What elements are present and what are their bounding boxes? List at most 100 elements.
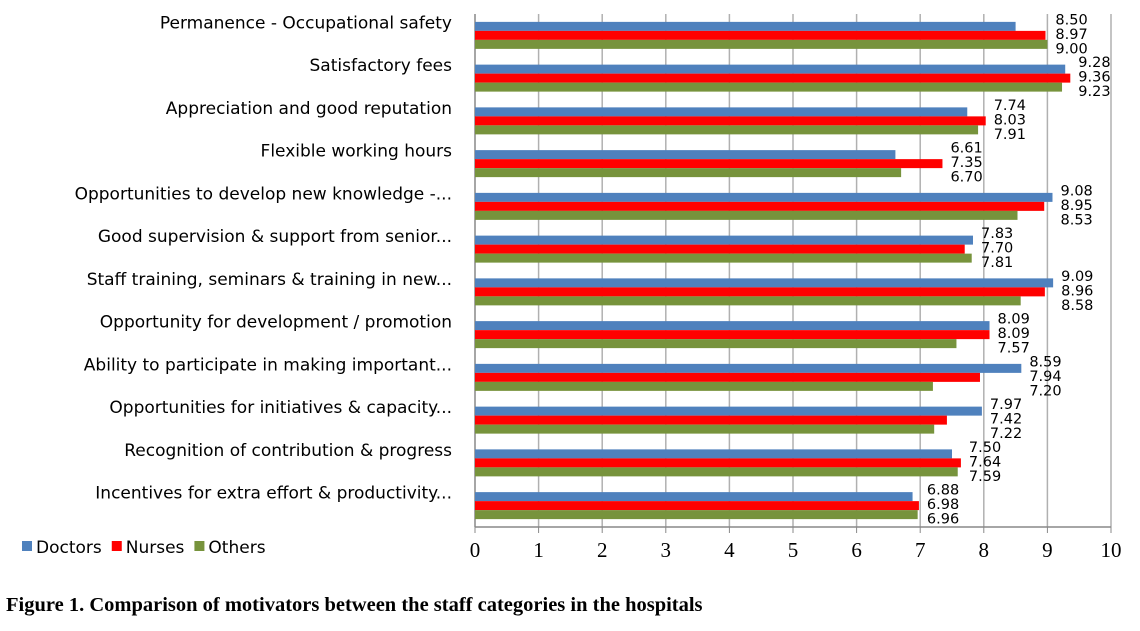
legend-label-others: Others (208, 538, 265, 558)
x-tick-label: 9 (1042, 538, 1053, 562)
category-label: Staff training, seminars & training in n… (87, 270, 452, 290)
bar-nurses (475, 159, 943, 169)
bar-others (475, 82, 1063, 92)
data-label-nurses: 8.03 (994, 112, 1026, 128)
data-label-doctors: 7.50 (969, 440, 1001, 456)
bar-nurses (475, 415, 947, 425)
category-label: Opportunities to develop new knowledge -… (75, 184, 452, 204)
bar-chart: 0 1 2 3 4 5 6 7 8 9 10 Permanence - Occupational sa… (22, 12, 1122, 562)
category-label: Good supervision & support from senior..… (98, 227, 452, 247)
legend-swatch-others (194, 541, 205, 551)
bar-nurses (475, 372, 980, 382)
data-label-nurses: 8.96 (1061, 283, 1093, 299)
data-label-others: 9.23 (1078, 84, 1110, 100)
bar-doctors (475, 21, 1016, 31)
bar-doctors (475, 107, 968, 117)
legend-label-doctors: Doctors (36, 538, 102, 558)
bar-doctors (475, 406, 982, 416)
bar-doctors (475, 278, 1054, 288)
bar-nurses (475, 244, 965, 254)
data-label-others: 7.81 (981, 255, 1013, 271)
bar-others (475, 467, 958, 477)
data-label-nurses: 7.70 (981, 241, 1013, 257)
bar-nurses (475, 201, 1045, 211)
category-label: Satisfactory fees (310, 56, 453, 76)
bar-others (475, 339, 957, 349)
category-label: Appreciation and good reputation (166, 99, 452, 119)
bar-doctors (475, 492, 913, 502)
data-label-nurses: 8.95 (1060, 198, 1092, 214)
data-label-nurses: 7.35 (950, 155, 982, 171)
data-label-doctors: 7.74 (994, 98, 1026, 114)
data-label-nurses: 7.64 (969, 454, 1001, 470)
data-label-nurses: 8.09 (998, 326, 1030, 342)
category-label: Opportunities for initiatives & capacity… (109, 398, 452, 418)
data-label-others: 7.22 (990, 426, 1022, 442)
data-label-others: 8.58 (1061, 298, 1093, 314)
bar-doctors (475, 363, 1022, 373)
bar-doctors (475, 64, 1066, 74)
data-label-nurses: 6.98 (927, 497, 959, 513)
bar-nurses (475, 73, 1071, 83)
x-tick-label: 4 (724, 538, 735, 562)
bar-others (475, 210, 1018, 220)
bar-others (475, 253, 972, 263)
data-label-others: 6.96 (927, 512, 959, 528)
x-tick-label: 6 (851, 538, 862, 562)
legend-swatch-nurses (111, 541, 122, 551)
data-label-doctors: 9.28 (1078, 55, 1110, 71)
bar-nurses (475, 501, 919, 511)
data-label-doctors: 9.09 (1061, 269, 1093, 285)
bar-others (475, 381, 933, 391)
bar-nurses (475, 116, 986, 126)
bar-nurses (475, 330, 990, 340)
x-tick-label: 8 (979, 538, 990, 562)
x-tick-label: 1 (533, 538, 544, 562)
data-label-others: 6.70 (950, 170, 982, 186)
bar-others (475, 39, 1048, 49)
data-label-doctors: 9.08 (1060, 183, 1092, 199)
bar-others (475, 296, 1021, 306)
data-label-nurses: 9.36 (1078, 70, 1110, 86)
x-tick-label: 10 (1101, 538, 1122, 562)
bar-doctors (475, 321, 990, 331)
bar-doctors (475, 449, 952, 459)
x-tick-label: 3 (661, 538, 672, 562)
figure-caption: Figure 1. Comparison of motivators betwe… (6, 594, 703, 616)
category-label: Recognition of contribution & progress (124, 441, 452, 461)
legend-label-nurses: Nurses (126, 538, 185, 558)
bar-others (475, 125, 979, 135)
data-label-others: 7.57 (998, 341, 1030, 357)
data-label-others: 7.20 (1029, 383, 1061, 399)
bar-nurses (475, 458, 961, 468)
data-label-others: 9.00 (1055, 41, 1087, 57)
category-label: Incentives for extra effort & productivi… (95, 484, 452, 504)
category-label: Flexible working hours (261, 142, 453, 162)
category-label: Ability to participate in making importa… (84, 355, 452, 375)
data-label-doctors: 8.50 (1055, 12, 1087, 28)
data-label-others: 7.59 (969, 469, 1001, 485)
data-label-doctors: 6.88 (927, 483, 959, 499)
legend-swatch-doctors (22, 541, 32, 551)
x-tick-label: 7 (915, 538, 926, 562)
data-label-nurses: 8.97 (1055, 27, 1087, 43)
data-label-nurses: 7.42 (990, 412, 1022, 428)
x-tick-label: 2 (597, 538, 608, 562)
data-label-nurses: 7.94 (1029, 369, 1061, 385)
bar-others (475, 510, 918, 520)
bar-doctors (475, 192, 1053, 202)
category-label: Opportunity for development / promotion (100, 313, 452, 333)
data-label-others: 7.91 (994, 127, 1026, 143)
bar-others (475, 168, 902, 178)
bar-nurses (475, 287, 1045, 297)
data-label-doctors: 7.83 (981, 226, 1013, 242)
x-tick-label: 0 (470, 538, 481, 562)
bar-others (475, 424, 935, 434)
bar-doctors (475, 150, 896, 160)
data-label-doctors: 6.61 (950, 141, 982, 157)
category-label: Permanence - Occupational safety (160, 13, 452, 33)
bar-nurses (475, 30, 1046, 40)
data-label-doctors: 8.59 (1029, 354, 1061, 370)
data-label-others: 8.53 (1060, 212, 1092, 228)
x-tick-label: 5 (788, 538, 799, 562)
